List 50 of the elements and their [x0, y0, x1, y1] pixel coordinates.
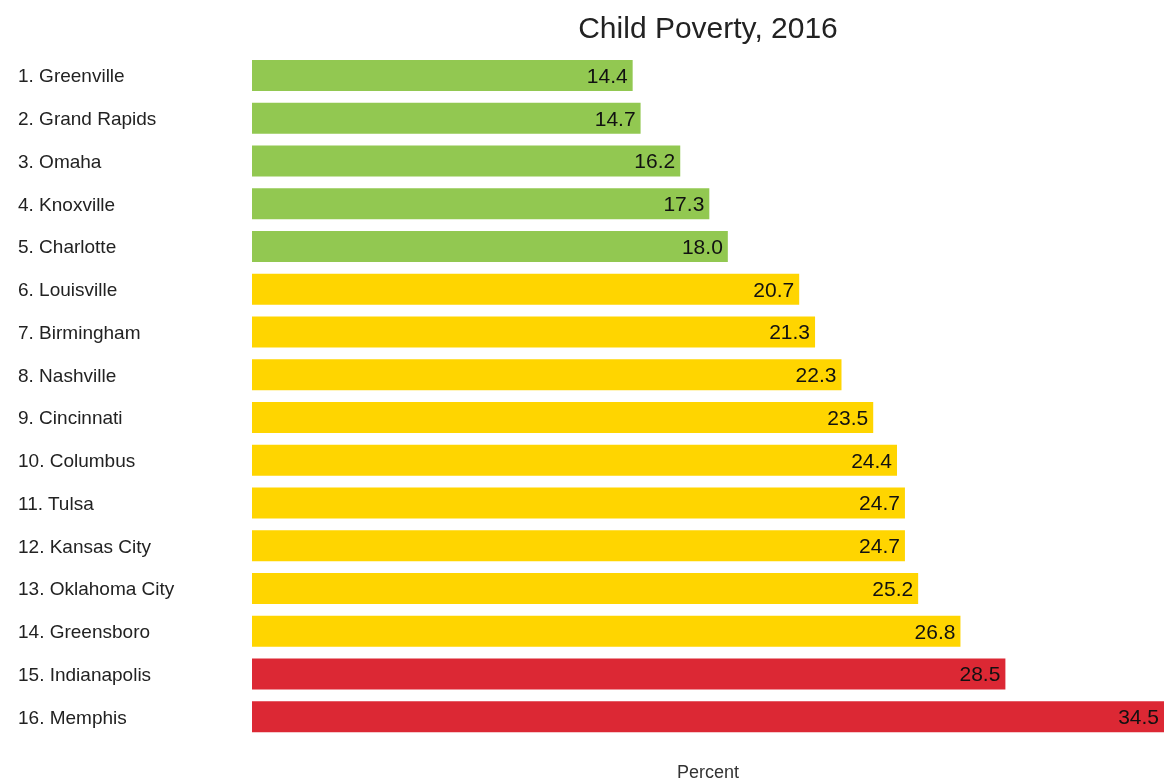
data-label: 26.8: [914, 619, 956, 643]
bar: [252, 188, 710, 220]
x-axis-title: Percent: [676, 762, 740, 781]
bar: [252, 273, 800, 305]
data-label: 25.2: [872, 576, 914, 600]
bar: [252, 615, 961, 647]
bar: [252, 487, 905, 519]
y-tick-label: 12. Kansas City: [18, 535, 152, 557]
bar: [252, 401, 874, 433]
y-tick-label: 9. Cincinnati: [18, 407, 123, 429]
y-tick-label: 1. Greenville: [18, 65, 125, 87]
data-label: 22.3: [795, 363, 837, 387]
y-tick-label: 13. Oklahoma City: [18, 578, 175, 600]
y-tick-label: 16. Memphis: [18, 706, 127, 728]
data-label: 23.5: [827, 405, 869, 429]
data-label: 34.5: [1118, 705, 1159, 729]
y-tick-label: 2. Grand Rapids: [18, 108, 157, 130]
y-tick-label: 6. Louisville: [18, 279, 118, 301]
y-tick-label: 4. Knoxville: [18, 193, 116, 215]
data-label: 24.4: [851, 448, 893, 472]
bar: [252, 359, 842, 391]
y-tick-label: 11. Tulsa: [18, 492, 95, 514]
data-label: 24.7: [859, 491, 900, 515]
data-label: 28.5: [959, 662, 1001, 686]
bar: [252, 316, 816, 348]
bar: [252, 572, 919, 604]
y-tick-label: 5. Charlotte: [18, 236, 117, 258]
data-label: 17.3: [663, 192, 705, 216]
bar: [252, 701, 1164, 733]
bar: [252, 530, 905, 562]
data-label: 14.4: [586, 63, 628, 87]
bar: [252, 102, 641, 134]
y-tick-label: 3. Omaha: [18, 150, 102, 172]
bar: [252, 444, 898, 476]
y-tick-label: 15. Indianapolis: [18, 663, 152, 685]
bar: [252, 59, 633, 91]
data-label: 21.3: [769, 320, 811, 344]
bar: [252, 658, 1006, 690]
bar: [252, 145, 681, 177]
y-tick-label: 10. Columbus: [18, 450, 136, 472]
data-label: 14.7: [594, 106, 636, 130]
bar: [252, 230, 728, 262]
y-tick-label: 7. Birmingham: [18, 321, 141, 343]
data-label: 24.7: [859, 534, 900, 558]
data-label: 20.7: [753, 277, 795, 301]
data-label: 18.0: [681, 234, 723, 258]
data-label: 16.2: [634, 149, 676, 173]
chart-title: Child Poverty, 2016: [577, 10, 839, 46]
y-tick-label: 8. Nashville: [18, 364, 117, 386]
y-tick-label: 14. Greensboro: [18, 621, 151, 643]
